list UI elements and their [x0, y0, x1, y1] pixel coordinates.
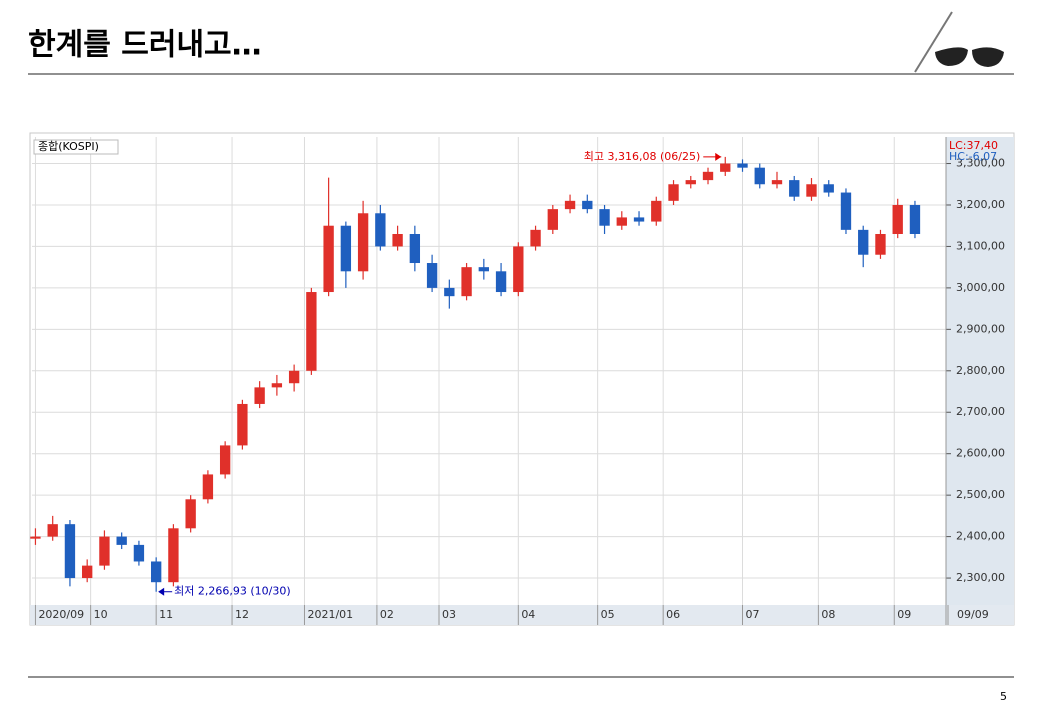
candle-body	[150, 561, 162, 583]
y-axis-panel	[946, 137, 1014, 625]
candle-body	[720, 163, 731, 172]
series-label-box	[33, 139, 119, 155]
annotation-arrowhead	[715, 152, 722, 161]
candle-body	[495, 271, 507, 293]
candle-body	[547, 209, 558, 230]
candle-body	[323, 225, 334, 293]
y-tick-label: 3,000,00	[956, 281, 1005, 294]
candle-body	[444, 287, 455, 297]
candle-body	[789, 180, 800, 197]
candle-body	[64, 524, 76, 579]
candle-body	[840, 192, 852, 230]
candle-body	[633, 217, 645, 222]
candle-body	[133, 544, 145, 562]
candle-body	[116, 536, 127, 545]
candle-body	[202, 474, 214, 500]
candle-body	[513, 246, 524, 293]
y-tick-label: 2,300,00	[956, 571, 1005, 584]
candle-body	[237, 403, 248, 446]
y-tick-label: 2,400,00	[956, 530, 1005, 543]
candle-body	[530, 229, 541, 247]
candle-body	[702, 171, 714, 181]
candle-body	[426, 263, 438, 288]
x-end-label: 09/09	[957, 608, 989, 621]
x-tick-label: 07	[746, 608, 760, 621]
x-tick-label: 05	[601, 608, 615, 621]
candle-body	[47, 524, 58, 537]
candle-body	[340, 225, 352, 272]
candle-body	[185, 499, 196, 529]
candle-body	[219, 445, 231, 475]
x-tick-label: 12	[235, 608, 249, 621]
slide-title: 한계를 드러내고…	[28, 28, 262, 63]
candle-body	[478, 267, 489, 272]
candle-body	[254, 387, 265, 404]
candle-body	[685, 180, 696, 185]
candle-body	[754, 167, 765, 185]
series-label: 종합(KOSPI)	[38, 140, 99, 153]
indicator: HC:-6,07	[949, 150, 997, 163]
candle-body	[858, 229, 869, 255]
candle-body	[409, 233, 421, 264]
x-tick-label: 11	[159, 608, 173, 621]
candle-body	[909, 204, 921, 234]
candle-body	[392, 233, 403, 247]
y-tick-label: 2,900,00	[956, 322, 1005, 335]
x-tick-label: 08	[821, 608, 835, 621]
candle-body	[599, 209, 610, 226]
candle-body	[771, 180, 783, 185]
candle-body	[823, 184, 834, 193]
x-tick-label: 10	[94, 608, 108, 621]
x-tick-label: 09	[897, 608, 911, 621]
glasses-icon	[914, 11, 1004, 73]
y-tick-label: 3,100,00	[956, 239, 1005, 252]
candle-body	[892, 204, 903, 234]
y-tick-label: 2,800,00	[956, 364, 1005, 377]
candle-body	[651, 200, 662, 222]
candle-body	[582, 200, 593, 210]
candle-body	[288, 370, 300, 384]
y-tick-label: 2,500,00	[956, 488, 1005, 501]
candle-body	[99, 536, 110, 566]
y-tick-label: 3,200,00	[956, 198, 1005, 211]
candle-body	[82, 565, 93, 579]
y-tick-label: 3,300,00	[956, 157, 1005, 170]
candle-body	[375, 213, 386, 247]
annotation: 최저 2,266,93 (10/30)	[174, 585, 291, 598]
x-tick-label: 02	[380, 608, 394, 621]
candle-body	[461, 267, 472, 297]
candle-body	[668, 184, 679, 201]
candle-body	[737, 163, 748, 168]
page-number: 5	[1000, 690, 1007, 703]
candle-body	[357, 213, 369, 272]
candle-body	[806, 184, 817, 197]
candle-body	[616, 217, 627, 226]
x-tick-label: 2021/01	[307, 608, 353, 621]
candle-body	[271, 383, 283, 388]
x-tick-label: 04	[521, 608, 535, 621]
annotation: 최고 3,316,08 (06/25)	[584, 150, 701, 163]
candle-body	[30, 536, 41, 539]
x-tick-label: 06	[666, 608, 680, 621]
x-tick-label: 2020/09	[38, 608, 84, 621]
y-tick-label: 2,600,00	[956, 447, 1005, 460]
candle-body	[564, 200, 576, 210]
x-axis-panel	[30, 605, 1014, 625]
y-tick-label: 2,700,00	[956, 405, 1005, 418]
annotation-arrowhead	[158, 587, 165, 596]
candle-body	[306, 292, 317, 371]
plot: 2,300,00 2,400,00 2,500,00 2,600,00 2,700,00…	[30, 137, 1005, 625]
candle-body	[875, 233, 886, 255]
candle-body	[168, 528, 179, 583]
x-tick-label: 03	[442, 608, 456, 621]
indicator: LC:37,40	[949, 139, 998, 152]
